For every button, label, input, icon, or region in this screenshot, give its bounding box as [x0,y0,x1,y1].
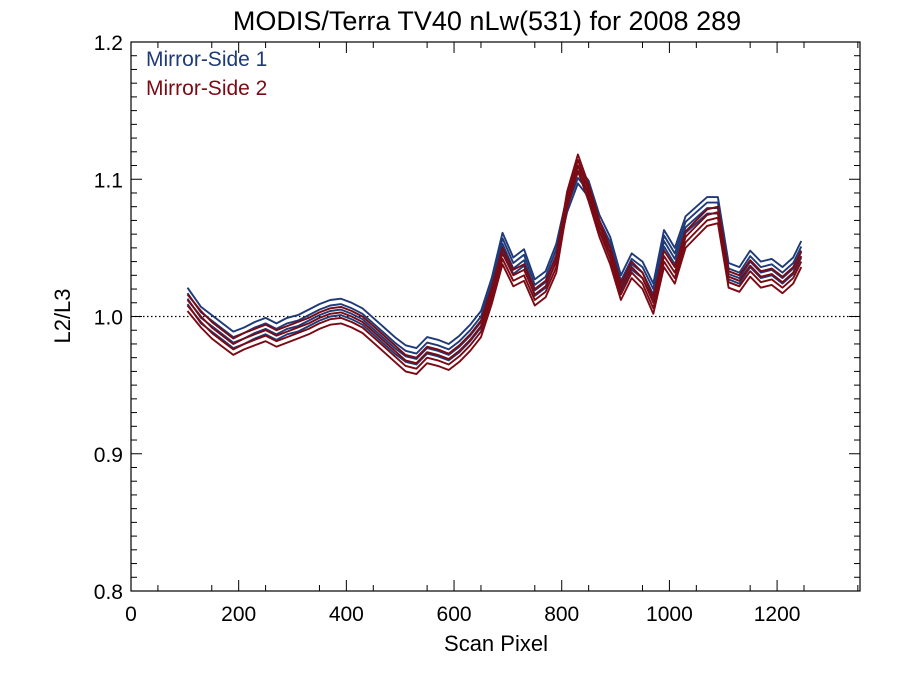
x-tick-label: 800 [544,603,579,626]
legend: Mirror-Side 1 Mirror-Side 2 [146,48,267,100]
x-axis-label: Scan Pixel [444,631,548,656]
series-line-mirror-side-1-1 [186,171,803,355]
x-tick-label: 1000 [646,603,693,626]
legend-item-mirror-side-2: Mirror-Side 2 [146,77,267,100]
x-tick-label: 1200 [754,603,801,626]
y-tick-label: 1.0 [94,307,123,330]
plot-area [130,41,861,592]
x-tick-label: 200 [221,603,256,626]
series-layer [186,153,803,376]
x-tick-label: 0 [125,603,137,626]
y-tick-label: 0.9 [94,444,123,467]
tick-layer: 0 200 400 600 800 1000 1200 0.8 0.9 1.0 1.1 1.2 [94,32,860,626]
series-line-mirror-side-2-5 [186,159,803,365]
y-tick-label: 1.1 [94,169,123,192]
chart-title: MODIS/Terra TV40 nLw(531) for 2008 289 [233,6,741,36]
series-line-mirror-side-1-0 [186,165,803,350]
series-line-mirror-side-2-4 [186,153,803,359]
legend-item-mirror-side-1: Mirror-Side 1 [146,48,267,71]
x-tick-label: 400 [329,603,364,626]
series-line-mirror-side-2-7 [186,170,803,376]
y-tick-label: 1.2 [94,32,123,55]
y-tick-label: 0.8 [94,581,123,604]
x-tick-label: 600 [437,603,472,626]
series-line-mirror-side-2-6 [186,164,803,370]
y-axis-label: L2/L3 [50,288,75,343]
